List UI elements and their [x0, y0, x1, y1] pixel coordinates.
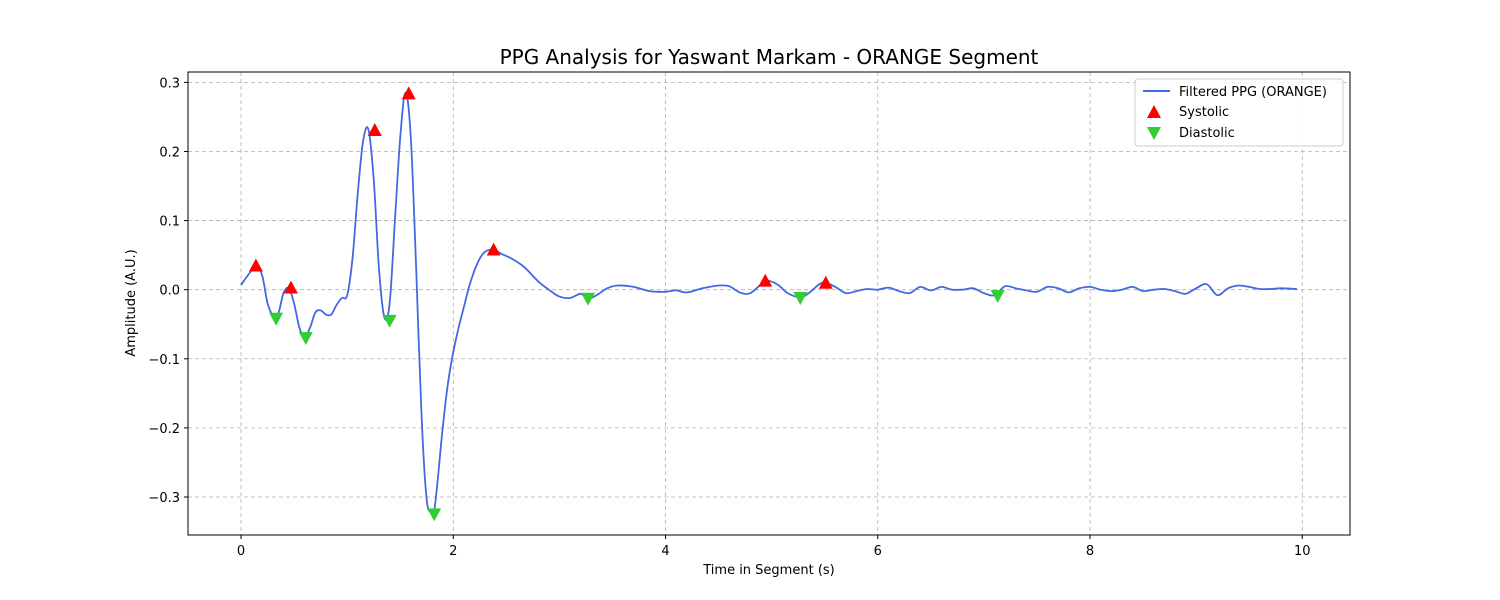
systolic-marker [367, 123, 382, 136]
x-tick-label: 0 [237, 544, 245, 559]
systolic-marker [283, 280, 298, 294]
diastolic-marker [427, 508, 442, 522]
systolic-marker [486, 242, 501, 256]
x-tick-label: 8 [1086, 544, 1094, 559]
legend: Filtered PPG (ORANGE) Systolic Diastolic [1134, 78, 1344, 147]
systolic-marker [818, 275, 833, 289]
x-tick-label: 2 [449, 544, 457, 559]
legend-label-systolic: Systolic [1179, 105, 1229, 120]
legend-label-ppg: Filtered PPG (ORANGE) [1179, 85, 1327, 100]
legend-label-diastolic: Diastolic [1179, 126, 1235, 141]
diastolic-marker [581, 292, 596, 306]
y-tick-label: −0.3 [148, 491, 180, 506]
legend-systolic-marker [1147, 105, 1161, 118]
x-axis-label: Time in Segment (s) [702, 563, 834, 578]
legend-diastolic-marker [1147, 127, 1161, 140]
y-tick-label: 0.0 [159, 284, 180, 299]
diastolic-marker [298, 332, 313, 346]
y-tick-label: 0.3 [159, 76, 180, 91]
diastolic-marker [793, 292, 808, 305]
legend-box [1134, 78, 1344, 147]
series-layer [240, 86, 1297, 522]
x-tick-label: 10 [1294, 544, 1311, 559]
plot-frame [187, 71, 1351, 536]
y-tick-label: 0.1 [159, 215, 180, 230]
systolic-marker [248, 258, 263, 272]
y-tick-label: −0.2 [148, 422, 180, 437]
diastolic-marker [269, 312, 284, 326]
diastolic-marker [990, 289, 1005, 303]
systolic-marker [758, 273, 773, 287]
axis-ticks: 0 2 4 6 8 10 −0.3 −0.2 −0.1 0.0 0.1 0.2 0.3 [148, 76, 1310, 559]
y-tick-label: 0.2 [159, 145, 180, 160]
x-tick-label: 6 [874, 544, 882, 559]
ppg-signal-line [240, 91, 1297, 515]
y-axis-label: Amplitude (A.U.) [124, 249, 139, 356]
y-tick-label: −0.1 [148, 353, 180, 368]
x-tick-label: 4 [661, 544, 669, 559]
systolic-marker [401, 86, 416, 100]
diastolic-marker [382, 314, 397, 328]
chart-title: PPG Analysis for Yaswant Markam - ORANGE… [500, 45, 1039, 69]
